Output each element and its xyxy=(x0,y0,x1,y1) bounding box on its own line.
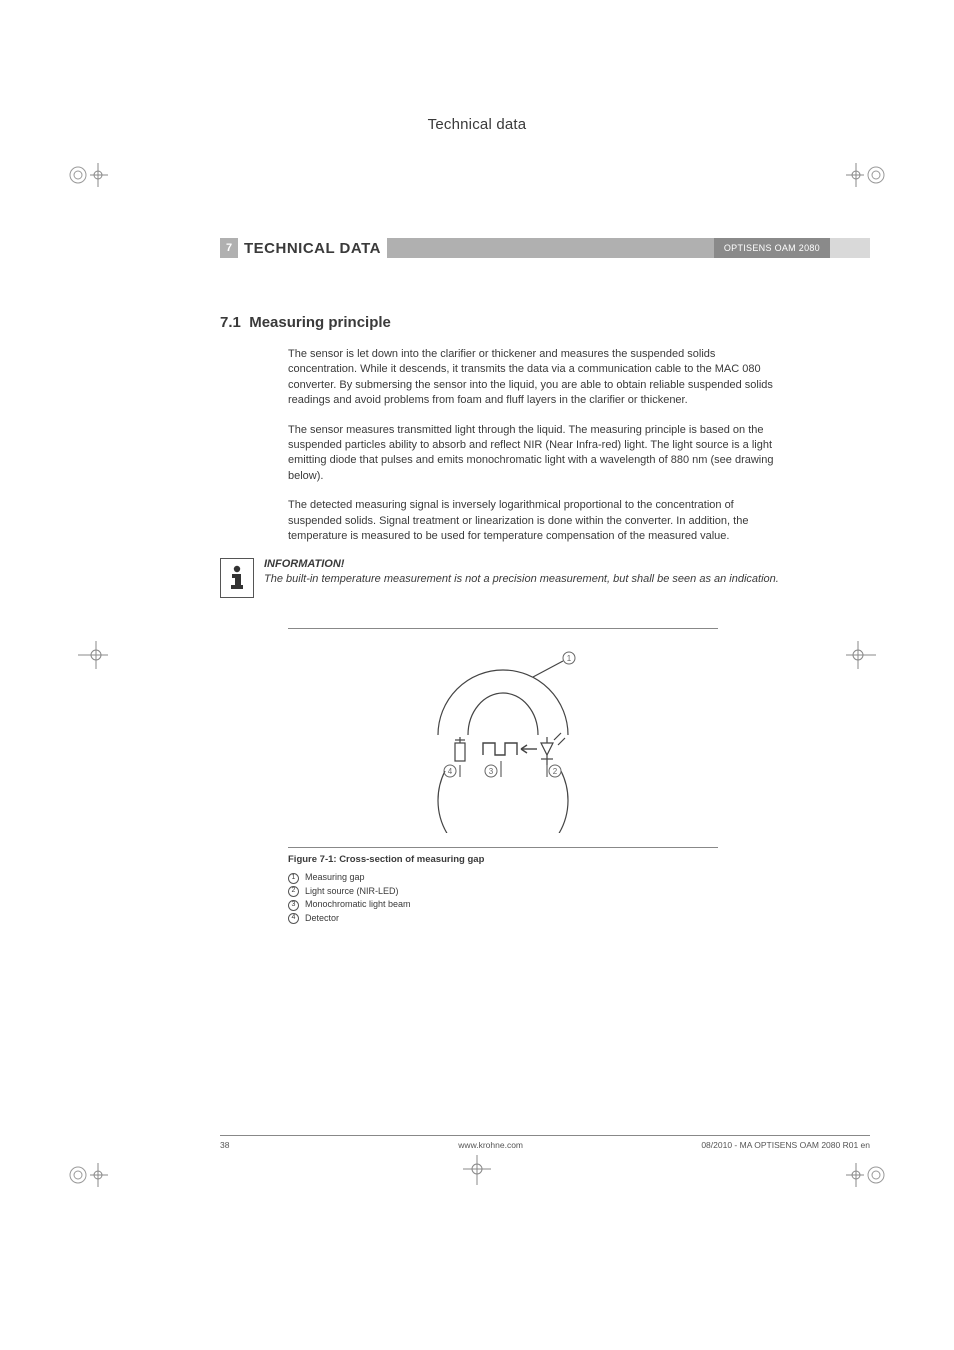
figure-legend: 1Measuring gap 2Light source (NIR-LED) 3… xyxy=(288,871,780,925)
page-number: 38 xyxy=(220,1140,280,1150)
page-footer: 38 www.krohne.com 08/2010 - MA OPTISENS … xyxy=(220,1135,870,1150)
chapter-number: 7 xyxy=(220,238,238,258)
print-mark-icon xyxy=(68,155,108,195)
chapter-header: 7 TECHNICAL DATA OPTISENS OAM 2080 xyxy=(220,238,870,258)
info-callout: INFORMATION! The built-in temperature me… xyxy=(220,558,780,598)
product-name: OPTISENS OAM 2080 xyxy=(714,238,830,258)
print-mark-icon xyxy=(68,1155,108,1195)
footer-url: www.krohne.com xyxy=(280,1140,701,1150)
svg-text:4: 4 xyxy=(448,767,453,776)
info-icon xyxy=(220,558,254,598)
svg-text:3: 3 xyxy=(489,767,494,776)
print-mark-icon xyxy=(846,155,886,195)
header-bar xyxy=(387,238,714,258)
print-mark-icon xyxy=(68,635,108,675)
info-heading: INFORMATION! xyxy=(264,558,780,570)
print-mark-icon xyxy=(457,1155,497,1195)
footer-revision: 08/2010 - MA OPTISENS OAM 2080 R01 en xyxy=(701,1140,870,1150)
figure-caption: Figure 7-1: Cross-section of measuring g… xyxy=(288,854,780,865)
paragraph: The detected measuring signal is inverse… xyxy=(288,498,780,544)
running-header: Technical data xyxy=(0,116,954,133)
paragraph: The sensor measures transmitted light th… xyxy=(288,423,780,485)
print-mark-icon xyxy=(846,1155,886,1195)
paragraph: The sensor is let down into the clarifie… xyxy=(288,347,780,409)
figure: 1 2 3 4 xyxy=(288,628,718,848)
chapter-title: TECHNICAL DATA xyxy=(238,238,387,258)
section-heading: 7.1 Measuring principle xyxy=(220,314,780,331)
svg-text:2: 2 xyxy=(553,767,558,776)
print-mark-icon xyxy=(846,635,886,675)
info-body: The built-in temperature measurement is … xyxy=(264,572,780,587)
header-bar-end xyxy=(830,238,870,258)
svg-text:1: 1 xyxy=(567,654,572,663)
